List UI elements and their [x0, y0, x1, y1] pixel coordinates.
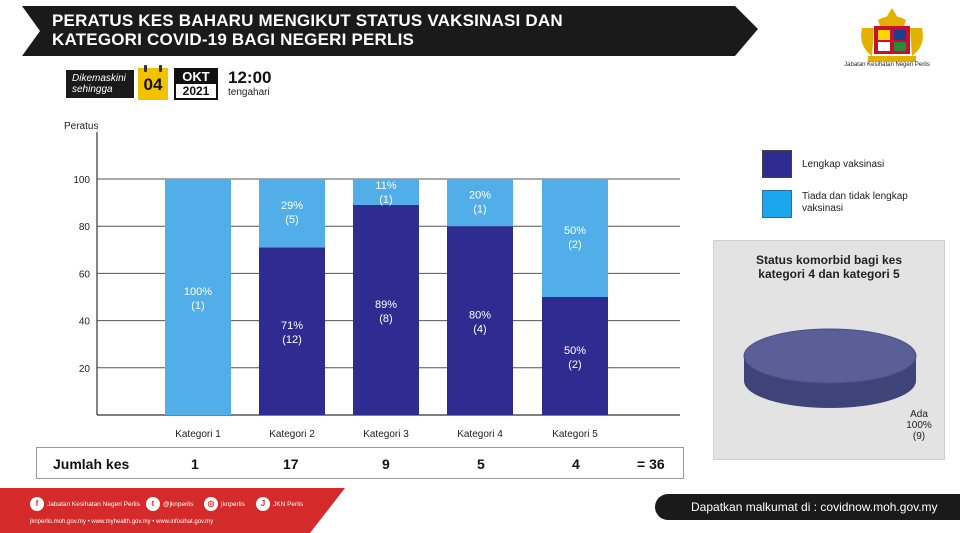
total-kategori-5: 4 — [572, 456, 580, 472]
totals-label: Jumlah kes — [53, 456, 130, 472]
bar-tiada-3 — [353, 179, 419, 205]
bar-tiada-4 — [447, 179, 513, 227]
twitter-icon: t — [146, 497, 160, 511]
bar-lengkap-4 — [447, 226, 513, 415]
data-count-tiada-4: (1) — [473, 204, 486, 216]
page-title: PERATUS KES BAHARU MENGIKUT STATUS VAKSI… — [52, 11, 563, 49]
legend-label-lengkap: Lengkap vaksinasi — [802, 159, 885, 170]
updated-label: Dikemaskini sehingga — [66, 70, 134, 98]
chart-legend: Lengkap vaksinasi Tiada dan tidak lengka… — [762, 150, 952, 230]
data-label-tiada-3: 11% — [375, 180, 396, 192]
pie-label-name: Ada — [910, 409, 928, 420]
bar-lengkap-2 — [259, 247, 325, 415]
comorbid-title-line1: Status komorbid bagi kes — [755, 253, 903, 267]
data-label-tiada-5: 50% — [564, 225, 586, 237]
stacked-bar-chart: Peratus 20 40 60 80 100 100% (1) Kategori 1 71% (1… — [64, 121, 680, 440]
coat-of-arms-logo — [852, 6, 932, 68]
data-count-tiada-1: (1) — [191, 300, 204, 312]
data-label-lengkap-5: 50% — [564, 345, 586, 357]
updated-day: 04 — [138, 65, 168, 100]
bar-lengkap-5 — [542, 297, 608, 415]
data-count-lengkap-4: (4) — [473, 324, 486, 336]
totals-row: Jumlah kes 1 17 9 5 4 = 36 — [36, 447, 684, 479]
comorbid-panel: Status komorbid bagi kes kategori 4 dan … — [713, 240, 945, 460]
pie-data-label: Ada 100% (9) — [894, 409, 944, 442]
data-count-tiada-5: (2) — [568, 239, 581, 251]
facebook-label: Jabatan Kesihatan Negeri Perlis — [47, 500, 140, 508]
data-label-tiada-1: 100% — [184, 286, 212, 298]
data-count-lengkap-3: (8) — [379, 313, 392, 325]
bar-tiada-1 — [165, 179, 231, 415]
updated-label-line2: sehingga — [72, 84, 113, 95]
totals-sum: = 36 — [637, 456, 665, 472]
instagram-label: jknperlis — [221, 500, 245, 508]
y-tick-label: 100 — [73, 175, 90, 186]
title-banner-shape — [0, 0, 760, 58]
legend-item-lengkap: Lengkap vaksinasi — [762, 150, 952, 190]
updated-month-year: OKT 2021 — [174, 68, 218, 100]
title-banner: PERATUS KES BAHARU MENGIKUT STATUS VAKSI… — [0, 0, 760, 58]
data-label-tiada-4: 20% — [469, 190, 491, 202]
y-tick-label: 60 — [79, 269, 91, 280]
updated-time-period: tengahari — [228, 87, 270, 98]
legend-swatch-lengkap — [762, 150, 792, 178]
pie-label-count: (9) — [912, 431, 926, 442]
x-tick-label: Kategori 3 — [363, 429, 409, 440]
data-label-tiada-2: 29% — [281, 200, 303, 212]
page-title-line2: KATEGORI COVID-19 BAGI NEGERI PERLIS — [52, 30, 415, 49]
data-count-lengkap-5: (2) — [568, 359, 581, 371]
app-link[interactable]: J JKN Perlis — [256, 497, 303, 511]
footer-website-links[interactable]: jknperlis.moh.gov.my • www.myhealth.gov.… — [30, 519, 214, 525]
page-title-line1: PERATUS KES BAHARU MENGIKUT STATUS VAKSI… — [52, 11, 563, 30]
updated-year: 2021 — [182, 84, 210, 98]
data-label-lengkap-2: 71% — [281, 320, 303, 332]
x-tick-label: Kategori 4 — [457, 429, 503, 440]
bar-tiada-2 — [259, 179, 325, 248]
calendar-ring-icon — [159, 65, 162, 72]
instagram-link[interactable]: ◎ jknperlis — [204, 497, 245, 511]
twitter-label: @jknperlis — [163, 500, 194, 508]
twitter-link[interactable]: t @jknperlis — [146, 497, 193, 511]
comorbid-title-line2: kategori 4 dan kategori 5 — [758, 267, 900, 281]
total-kategori-4: 5 — [477, 456, 485, 472]
x-tick-label: Kategori 2 — [269, 429, 315, 440]
comorbid-title: Status komorbid bagi kes kategori 4 dan … — [714, 253, 944, 281]
legend-swatch-tiada — [762, 190, 792, 218]
comorbid-pie-chart — [743, 328, 917, 408]
bar-tiada-5 — [542, 179, 608, 297]
data-count-tiada-2: (5) — [285, 214, 298, 226]
updated-label-line1: Dikemaskini — [72, 73, 126, 84]
y-tick-label: 20 — [79, 364, 91, 375]
updated-month: OKT — [176, 70, 216, 84]
updated-day-value: 04 — [143, 75, 163, 94]
facebook-icon: f — [30, 497, 44, 511]
logo-caption: Jabatan Kesihatan Negeri Perlis — [844, 62, 930, 68]
pie-label-percent: 100% — [906, 420, 932, 431]
bar-lengkap-3 — [353, 204, 419, 415]
app-icon: J — [256, 497, 270, 511]
legend-item-tiada: Tiada dan tidak lengkap vaksinasi — [762, 190, 952, 230]
y-tick-label: 40 — [79, 317, 91, 328]
y-tick-label: 80 — [79, 222, 91, 233]
legend-label-tiada-line2: vaksinasi — [802, 203, 844, 214]
data-label-lengkap-4: 80% — [469, 310, 491, 322]
footer-info-bar[interactable]: Dapatkan malkumat di : covidnow.moh.gov.… — [655, 494, 960, 520]
data-count-tiada-3: (1) — [379, 194, 392, 206]
updated-time: 12:00 — [228, 68, 272, 87]
total-kategori-1: 1 — [191, 456, 199, 472]
app-label: JKN Perlis — [273, 500, 304, 508]
x-tick-label: Kategori 1 — [175, 429, 221, 440]
data-label-lengkap-3: 89% — [375, 299, 397, 311]
calendar-ring-icon — [144, 65, 147, 72]
y-axis-label: Peratus — [64, 121, 98, 132]
pie-slice-ada — [743, 328, 917, 384]
x-tick-label: Kategori 5 — [552, 429, 598, 440]
total-kategori-2: 17 — [283, 456, 299, 472]
legend-label-tiada-line1: Tiada dan tidak lengkap — [802, 191, 908, 202]
legend-label-tiada: Tiada dan tidak lengkap vaksinasi — [802, 191, 952, 215]
total-kategori-3: 9 — [382, 456, 390, 472]
facebook-link[interactable]: f Jabatan Kesihatan Negeri Perlis — [30, 497, 140, 511]
data-count-lengkap-2: (12) — [282, 334, 302, 346]
instagram-icon: ◎ — [204, 497, 218, 511]
